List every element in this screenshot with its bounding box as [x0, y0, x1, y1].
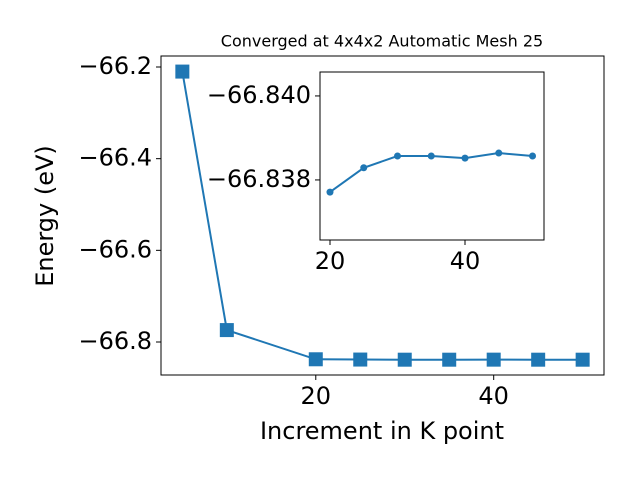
x-tick-label: 20: [315, 247, 346, 275]
data-point: [397, 352, 412, 367]
y-tick-label: −66.4: [78, 144, 152, 172]
x-tick-label: 20: [301, 382, 332, 410]
data-point: [531, 352, 546, 367]
x-tick-label: 40: [478, 382, 509, 410]
data-point: [495, 149, 503, 157]
y-tick-label: −66.840: [207, 81, 311, 109]
y-tick-label: −66.838: [207, 165, 311, 193]
data-point: [486, 352, 501, 367]
data-point: [575, 352, 590, 367]
data-point: [461, 154, 469, 162]
axes-frame: [160, 55, 605, 376]
y-tick-label: −66.8: [78, 327, 152, 355]
data-point: [353, 352, 368, 367]
data-point: [442, 352, 457, 367]
data-point: [175, 64, 190, 79]
axes-frame: [319, 71, 545, 241]
data-point: [219, 323, 234, 338]
data-point: [529, 152, 537, 160]
data-point: [427, 152, 435, 160]
data-point: [326, 188, 334, 196]
data-point: [308, 352, 323, 367]
data-point: [360, 164, 368, 172]
chart-title: Converged at 4x4x2 Automatic Mesh 25: [221, 32, 543, 51]
data-point: [394, 152, 402, 160]
x-axis-label: Increment in K point: [260, 417, 504, 445]
y-tick-label: −66.2: [78, 52, 152, 80]
y-tick-label: −66.6: [78, 235, 152, 263]
x-tick-label: 40: [450, 247, 481, 275]
y-axis-label: Energy (eV): [31, 145, 59, 287]
